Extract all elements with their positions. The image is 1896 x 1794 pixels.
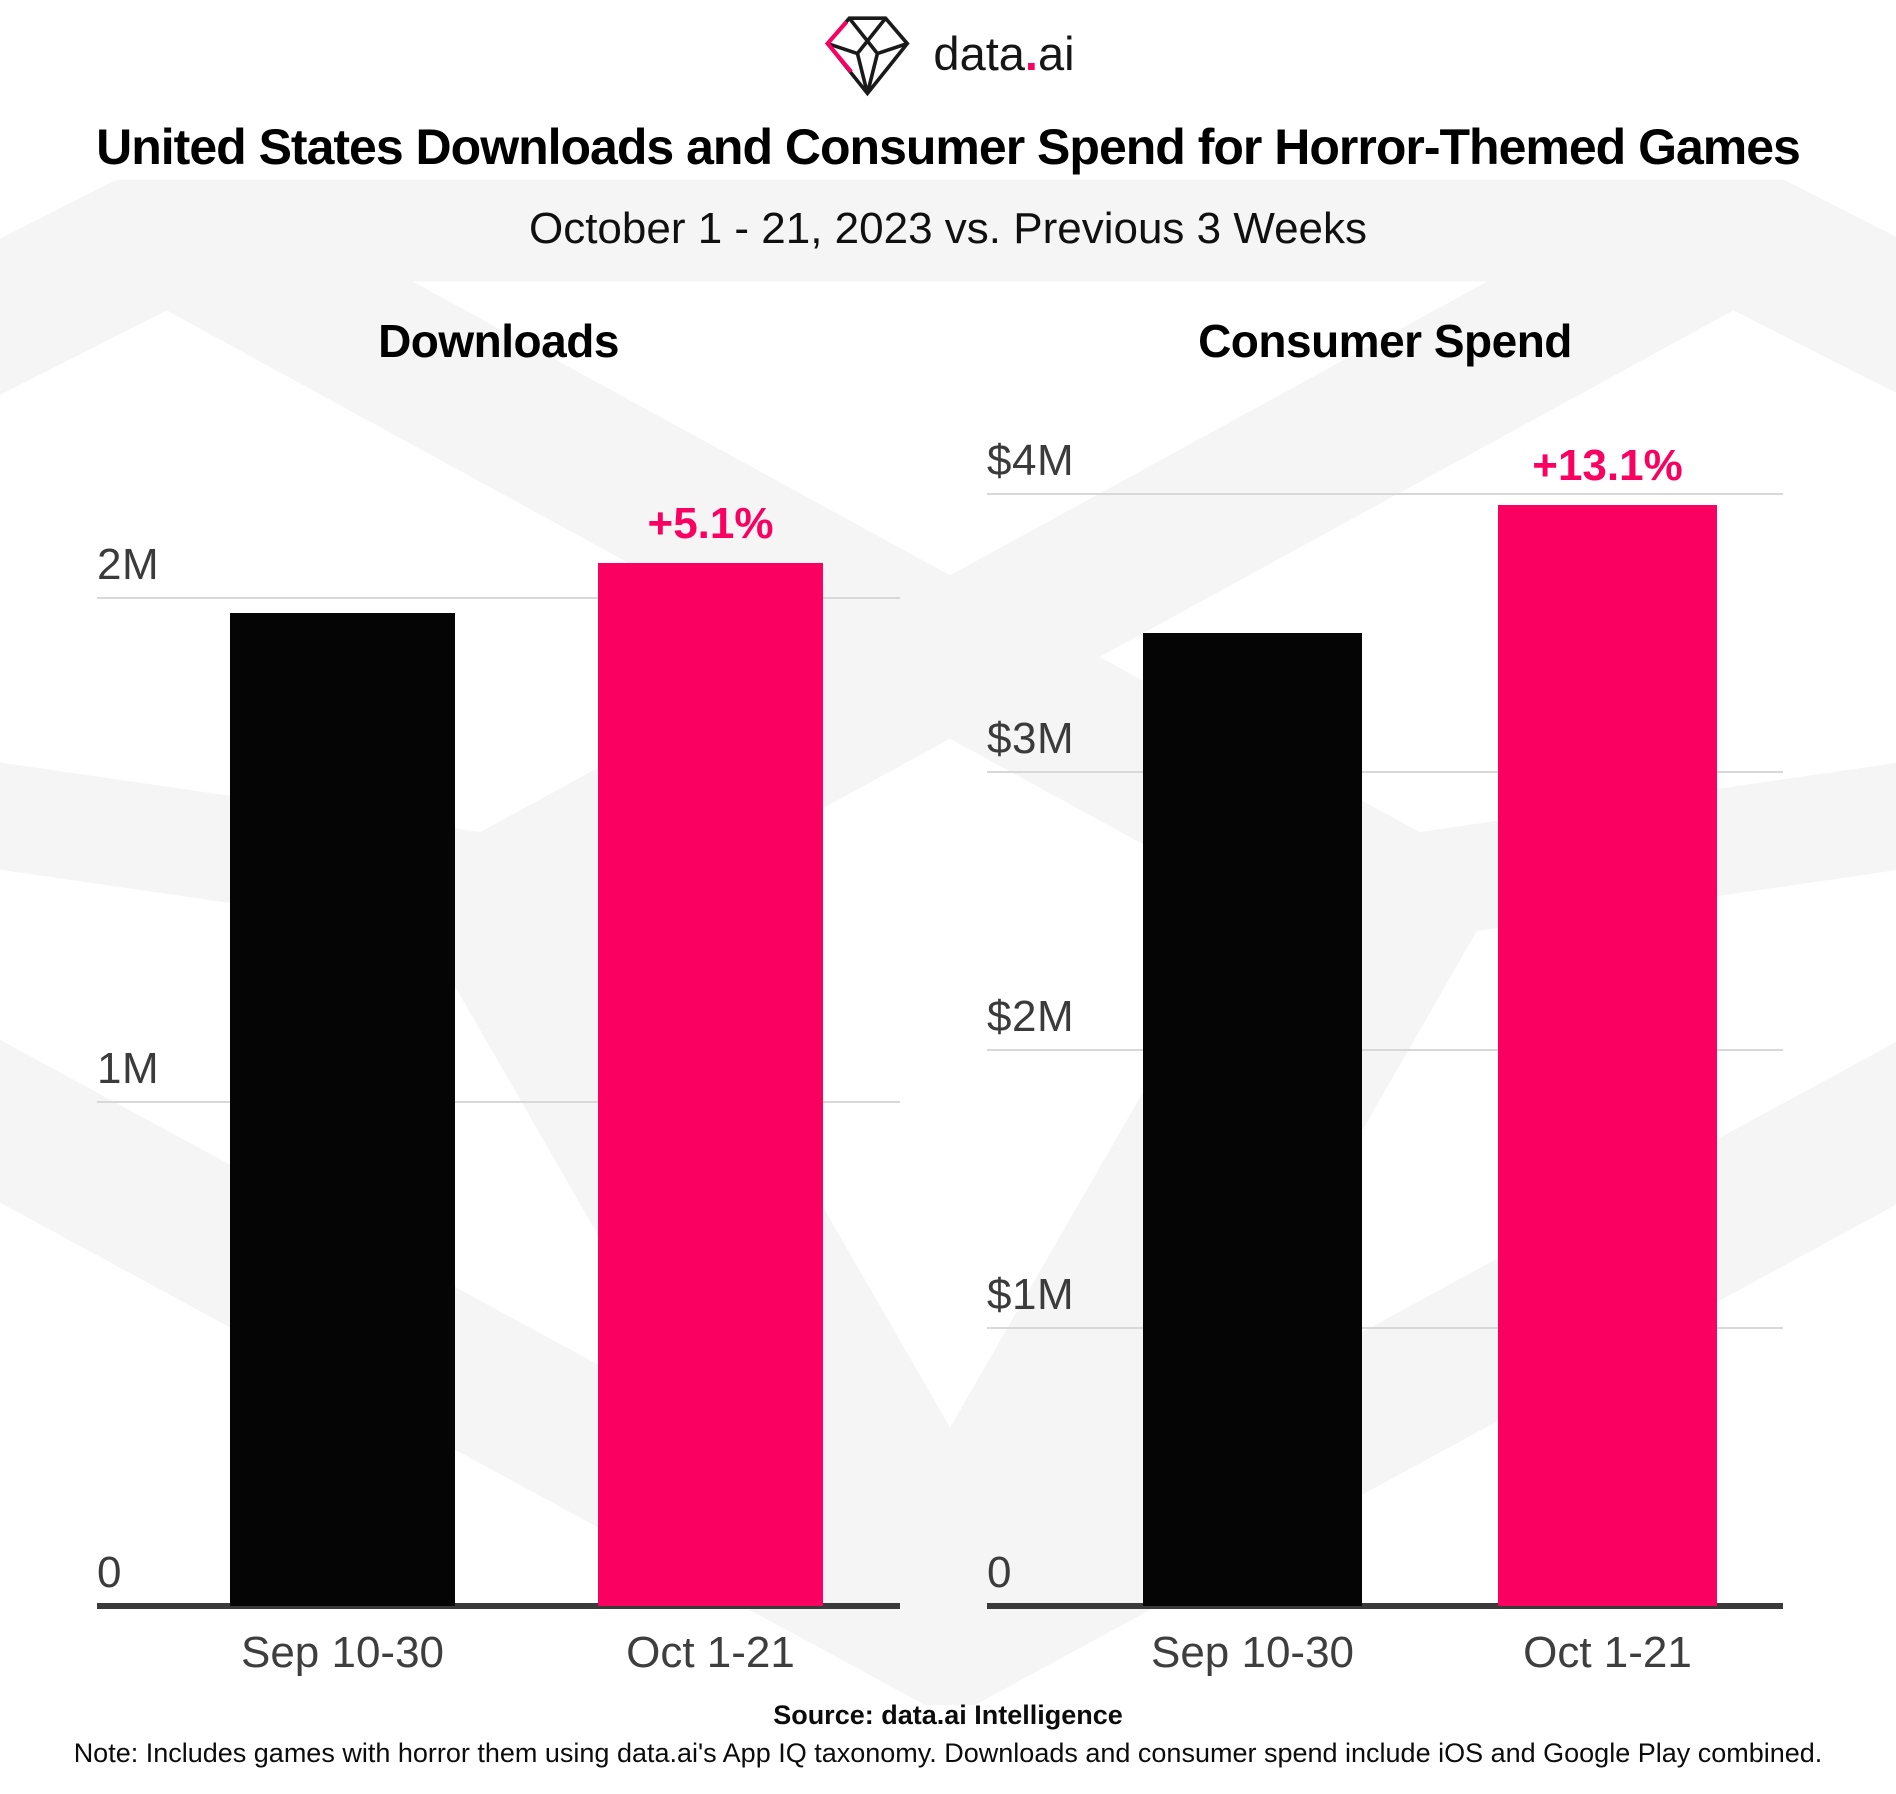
bar-oct-1-21 (598, 562, 823, 1606)
y-tick-0: 0 (97, 1548, 122, 1597)
change-label: +5.1% (647, 498, 774, 548)
page-subtitle: October 1 - 21, 2023 vs. Previous 3 Week… (528, 204, 1368, 253)
chart-title-consumer-spend: Consumer Spend (1198, 315, 1572, 367)
y-tick-0: 0 (987, 1548, 1012, 1597)
source-line: Source: data.ai Intelligence (773, 1700, 1123, 1730)
diamond-logo-icon (824, 16, 910, 97)
y-tick-$3m: $3M (987, 713, 1075, 763)
logo-word-data: data (933, 27, 1025, 80)
x-axis (97, 1603, 900, 1609)
y-tick-1m: 1M (97, 1043, 160, 1093)
x-label-sep-10-30: Sep 10-30 (240, 1628, 445, 1677)
gridline-$2m (987, 1048, 1783, 1051)
y-tick-2m: 2M (97, 539, 160, 589)
gridline-2m (97, 596, 900, 599)
gridline-$3m (987, 770, 1783, 773)
y-tick-$2m: $2M (987, 991, 1075, 1041)
data-ai-logo: data.ai (821, 8, 1075, 100)
y-tick-$1m: $1M (987, 1269, 1075, 1319)
gridline-1m (97, 1100, 900, 1103)
chart-title-downloads: Downloads (378, 315, 619, 367)
bar-oct-1-21 (1498, 505, 1717, 1606)
x-axis (987, 1603, 1783, 1609)
logo-wordmark: data.ai (933, 8, 1074, 100)
page-title: United States Downloads and Consumer Spe… (96, 119, 1801, 175)
downloads-plot: 2M 1M 0 Sep 10-30 Oct 1-21 +5.1% (97, 430, 900, 1677)
bar-sep-10-30 (1143, 632, 1362, 1606)
logo-word-ai: ai (1037, 27, 1075, 80)
x-label-sep-10-30: Sep 10-30 (1150, 1628, 1355, 1677)
bar-sep-10-30 (230, 612, 455, 1606)
x-label-oct-1-21: Oct 1-21 (1523, 1628, 1692, 1677)
logo-dot: . (1024, 27, 1038, 80)
change-label: +13.1% (1532, 441, 1683, 491)
y-tick-$4m: $4M (987, 435, 1075, 485)
gridline-$4m (987, 492, 1783, 495)
gridline-$1m (987, 1326, 1783, 1329)
x-label-oct-1-21: Oct 1-21 (626, 1628, 795, 1677)
consumer-spend-plot: $4M $3M $2M $1M 0 Sep 10-30 Oct 1-21 +13.1% (987, 430, 1783, 1677)
note-line: Note: Includes games with horror them us… (73, 1738, 1823, 1768)
